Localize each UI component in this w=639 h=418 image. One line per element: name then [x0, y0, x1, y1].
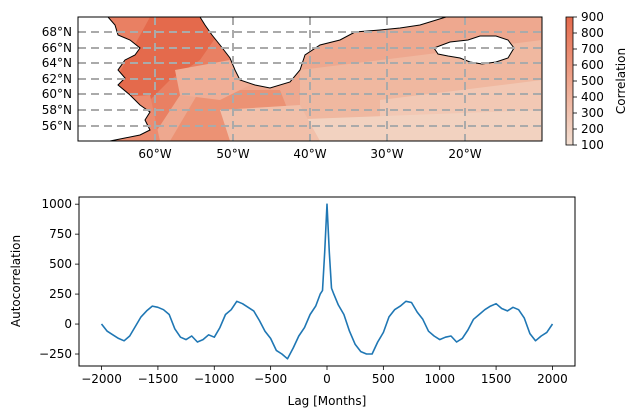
line-y-tick-label: −250 [39, 347, 72, 361]
line-x-tick-label: −1000 [194, 372, 235, 386]
line-x-axis-label: Lag [Months] [288, 394, 367, 408]
line-y-ticks: −250 0 250 500 750 1000 [39, 197, 79, 361]
line-y-axis-label: Autocorrelation [9, 235, 23, 327]
line-y-tick-label: 250 [49, 287, 72, 301]
map-gridlines [78, 17, 542, 141]
colorbar-tick-label: 600 [581, 58, 604, 72]
iceland-land [433, 35, 515, 65]
colorbar-ticks: 100 200 300 400 500 600 700 800 900 [573, 10, 604, 152]
colorbar-label: Correlation [614, 48, 628, 114]
map-y-tick-label: 58°N [42, 103, 72, 117]
line-y-tick-label: 750 [49, 227, 72, 241]
line-panel: −250 0 250 500 750 1000 −2000 −1500 −1000 −500 0 5… [9, 196, 576, 408]
colorbar-tick-label: 400 [581, 90, 604, 104]
map-y-tick-label: 64°N [42, 56, 72, 70]
map-x-tick-label: 40°W [293, 147, 326, 161]
map-x-tick-label: 60°W [138, 147, 171, 161]
map-x-tick-label: 20°W [448, 147, 481, 161]
line-x-tick-label: 500 [372, 372, 395, 386]
colorbar: 100 200 300 400 500 600 700 800 900 Correlation [565, 10, 628, 152]
map-y-tick-label: 62°N [42, 72, 72, 86]
line-x-tick-label: 1000 [424, 372, 455, 386]
line-x-tick-label: 2000 [537, 372, 568, 386]
colorbar-tick-label: 100 [581, 138, 604, 152]
colorbar-tick-label: 300 [581, 106, 604, 120]
line-y-tick-label: 0 [64, 317, 72, 331]
line-x-tick-label: −500 [254, 372, 287, 386]
map-panel: 68°N 66°N 64°N 62°N 60°N 58°N 56°N 60°W … [42, 10, 628, 161]
map-y-tick-labels: 68°N 66°N 64°N 62°N 60°N 58°N 56°N [42, 25, 72, 133]
colorbar-tick-label: 800 [581, 26, 604, 40]
colorbar-tick-label: 700 [581, 42, 604, 56]
map-frame [77, 16, 543, 142]
line-y-tick-label: 1000 [41, 197, 72, 211]
colorbar-gradient [565, 16, 574, 146]
map-y-tick-label: 60°N [42, 87, 72, 101]
line-x-tick-label: −2000 [81, 372, 122, 386]
map-y-tick-label: 66°N [42, 41, 72, 55]
map-x-tick-labels: 60°W 50°W 40°W 30°W 20°W [138, 147, 481, 161]
line-y-tick-label: 500 [49, 257, 72, 271]
map-y-tick-label: 68°N [42, 25, 72, 39]
line-plot-frame [78, 196, 576, 367]
map-y-tick-label: 56°N [42, 119, 72, 133]
colorbar-tick-label: 900 [581, 10, 604, 24]
colorbar-tick-label: 500 [581, 74, 604, 88]
colorbar-tick-label: 200 [581, 122, 604, 136]
autocorrelation-line [100, 203, 554, 360]
map-x-tick-label: 50°W [216, 147, 249, 161]
line-x-tick-label: 1500 [481, 372, 512, 386]
line-x-ticks: −2000 −1500 −1000 −500 0 500 1000 1500 2000 [81, 366, 568, 386]
line-x-tick-label: −1500 [138, 372, 179, 386]
line-x-tick-label: 0 [323, 372, 331, 386]
map-x-tick-label: 30°W [370, 147, 403, 161]
